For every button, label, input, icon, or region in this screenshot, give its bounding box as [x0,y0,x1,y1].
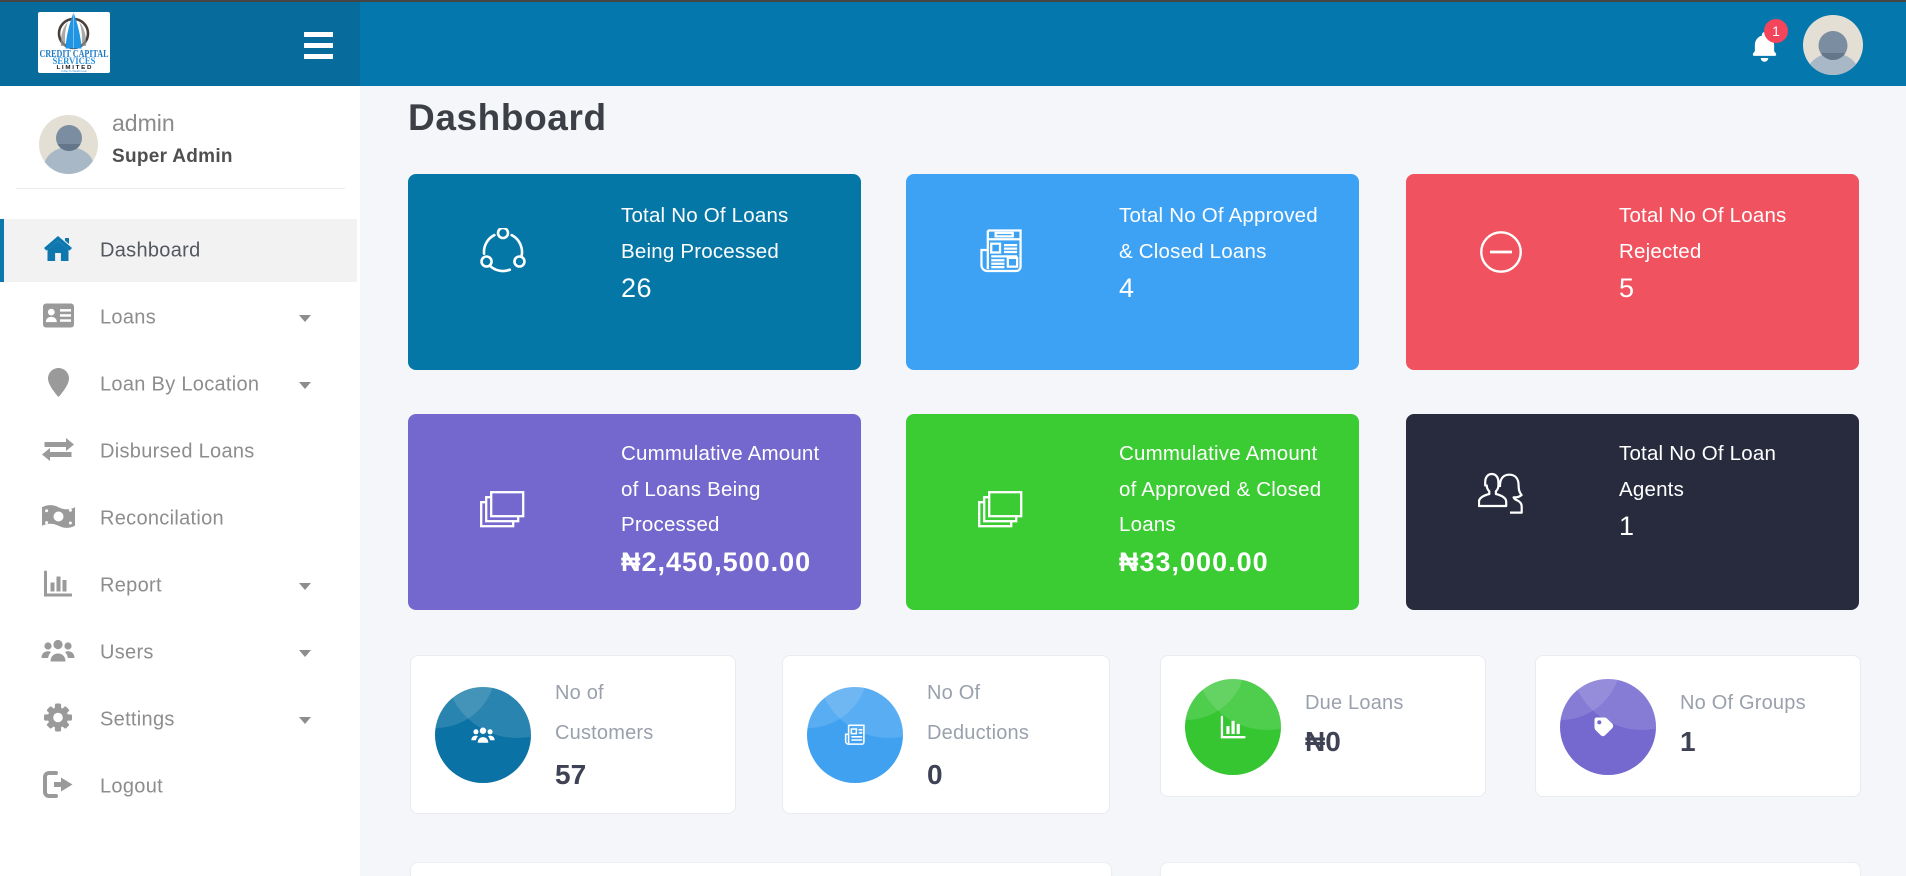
svg-text:SERVICES: SERVICES [53,57,96,67]
svg-text:CREDIT CAPITAL: CREDIT CAPITAL [40,49,109,60]
svg-text:L I M I T E D: L I M I T E D [57,65,92,71]
svg-text:A Way To Wealth Loan: A Way To Wealth Loan [61,69,87,73]
